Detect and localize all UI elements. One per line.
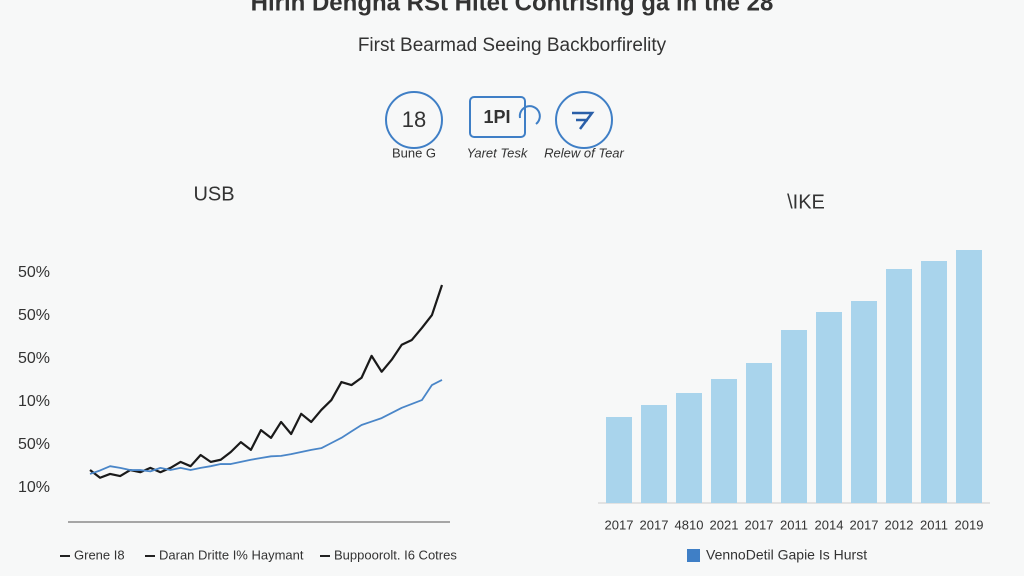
bar: [886, 269, 912, 503]
line: [89, 284, 444, 479]
x-tick-label: 2017: [640, 517, 669, 532]
line: [89, 379, 443, 475]
x-tick-label: 2017: [605, 517, 634, 532]
y-tick-label: 10%: [18, 393, 50, 410]
legend-label: Grene I8: [74, 547, 125, 562]
x-tick-label: 2017: [745, 517, 774, 532]
icon-symbol: [572, 111, 595, 130]
icon-label: Yaret Tesk: [467, 145, 529, 160]
bar: [746, 363, 772, 503]
title: Hirin Dengha RSt Hitet Contrising ga in …: [251, 0, 774, 16]
icon-arrow: [518, 105, 541, 125]
bar: [956, 250, 982, 503]
y-tick-label: 50%: [18, 264, 50, 281]
chart-title: USB: [193, 183, 234, 205]
x-tick-label: 2021: [710, 517, 739, 532]
legend-label: Buppoorolt. I6 Cotres: [334, 547, 457, 562]
x-tick-label: 2011: [780, 517, 808, 532]
x-tick-label: 2012: [885, 517, 914, 532]
chart-title: \IKE: [787, 191, 825, 213]
bar: [781, 330, 807, 503]
icon-text: 1PI: [483, 107, 510, 127]
bar: [921, 261, 947, 503]
legend-marker: [687, 549, 700, 562]
y-tick-label: 10%: [18, 479, 50, 496]
bar: [851, 301, 877, 503]
bar: [816, 312, 842, 503]
x-tick-label: 4810: [675, 517, 704, 532]
y-tick-label: 50%: [18, 350, 50, 367]
icon: [385, 91, 443, 149]
legend-label: VennoDetil Gapie Is Hurst: [706, 547, 867, 563]
bar: [641, 405, 667, 503]
bar: [606, 417, 632, 503]
y-tick-label: 50%: [18, 436, 50, 453]
y-tick-label: 50%: [18, 307, 50, 324]
x-tick-label: 2014: [815, 517, 844, 532]
bar: [711, 379, 737, 503]
icon-label: Relew of Tear: [544, 145, 624, 160]
x-tick-label: 2017: [850, 517, 879, 532]
bar: [676, 393, 702, 503]
x-tick-label: 2019: [955, 517, 984, 532]
icon-label: Bune G: [392, 145, 436, 160]
x-tick-label: 2011: [920, 517, 948, 532]
icon: [555, 91, 613, 149]
icon: [469, 96, 526, 138]
icon-text: 18: [402, 107, 426, 132]
legend-label: Daran Dritte I% Haymant: [159, 547, 304, 562]
subtitle: First Bearmad Seeing Backborfirelity: [358, 35, 667, 56]
